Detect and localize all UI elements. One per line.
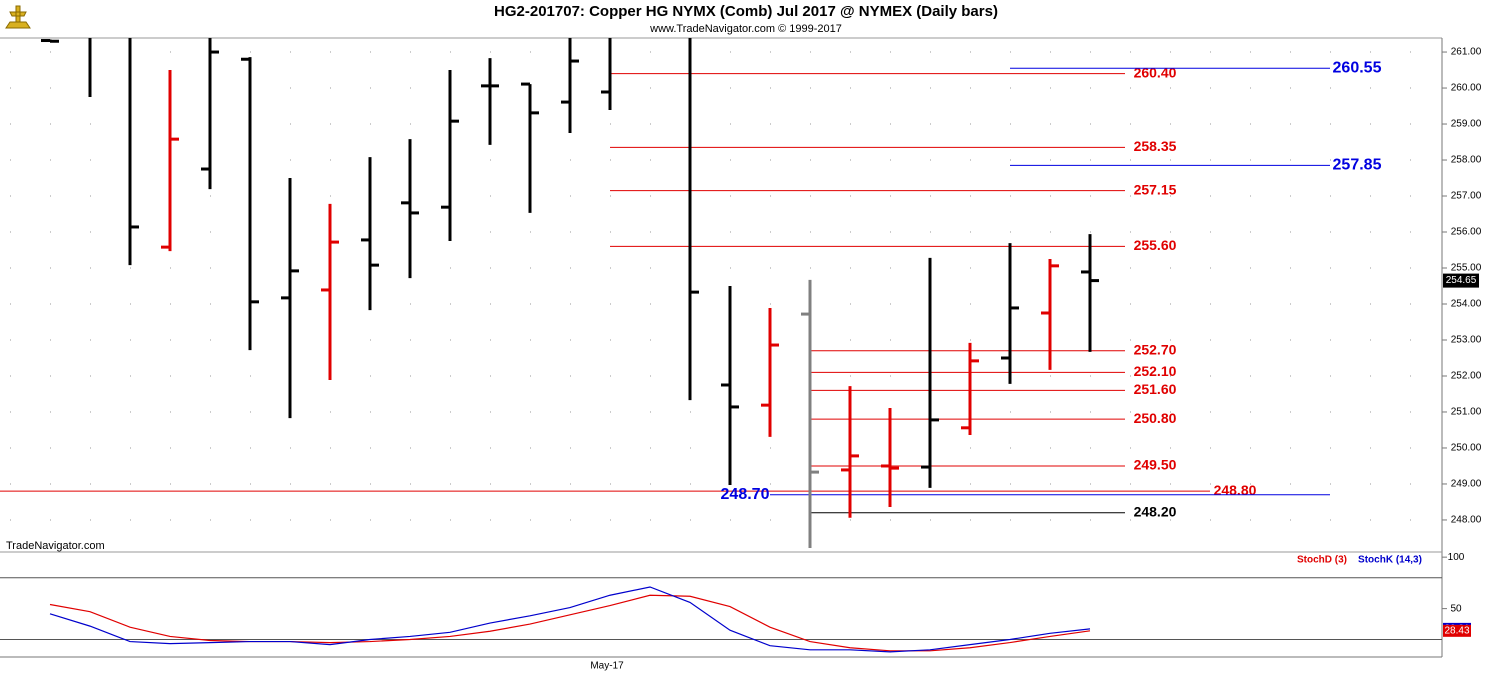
y-tick-label: 257.00	[1451, 191, 1482, 202]
series-line	[49, 586, 1091, 653]
chart-subtitle: www.TradeNavigator.com © 1999-2017	[649, 23, 842, 35]
price-plot: 260.40 258.35 257.15 255.60 252.70 252.10 251.…	[0, 38, 1442, 549]
level-label: 251.60	[1134, 381, 1177, 397]
level-label: 258.35	[1134, 138, 1177, 154]
y-tick-label: 255.00	[1451, 263, 1482, 274]
y-tick-label: 248.00	[1451, 515, 1482, 526]
y-tick-label: 258.00	[1451, 155, 1482, 166]
last-value-label: 28.43	[1444, 625, 1469, 636]
chart-title: HG2-201707: Copper HG NYMX (Comb) Jul 20…	[494, 3, 998, 20]
y-tick-label: 256.00	[1451, 227, 1482, 238]
y-tick-label: 254.00	[1451, 299, 1482, 310]
level-label: 249.50	[1134, 457, 1177, 473]
last-value-box	[1443, 624, 1471, 637]
level-label: 252.10	[1134, 363, 1177, 379]
y-tick-label: 253.00	[1451, 335, 1482, 346]
logo	[5, 5, 31, 29]
level-label: 260.55	[1333, 59, 1382, 76]
y-tick-label: 250.00	[1451, 443, 1482, 454]
overlay: 248.00 249.00 250.00 251.00 252.00 253.00 254.…	[0, 47, 1482, 672]
level-label: 248.20	[1134, 503, 1177, 519]
legend-entry: StochK (14,3)	[1358, 555, 1422, 566]
level-label: 260.40	[1134, 64, 1177, 80]
y-tick-label: 260.00	[1451, 83, 1482, 94]
level-label: 248.70	[721, 486, 770, 503]
level-label: 257.85	[1333, 157, 1382, 174]
level-label: 255.60	[1134, 237, 1177, 253]
level-label: 257.15	[1134, 181, 1177, 197]
y-tick-label: 252.00	[1451, 371, 1482, 382]
level-label: 248.80	[1214, 482, 1257, 498]
y-tick-label: 259.00	[1451, 119, 1482, 130]
level-label: 250.80	[1134, 410, 1177, 426]
y-tick-label: 50	[1450, 603, 1462, 614]
y-tick-label: 251.00	[1451, 407, 1482, 418]
y-tick-label: 100	[1448, 552, 1465, 563]
legend-entry: StochD (3)	[1297, 555, 1347, 566]
last-price-label: 254.65	[1446, 275, 1477, 286]
y-tick-label: 249.00	[1451, 479, 1482, 490]
watermark: TradeNavigator.com	[6, 540, 105, 552]
x-tick-label: May-17	[590, 661, 624, 672]
y-tick-label: 261.00	[1451, 47, 1482, 58]
last-price-box	[1443, 273, 1479, 288]
level-label: 252.70	[1134, 341, 1177, 357]
